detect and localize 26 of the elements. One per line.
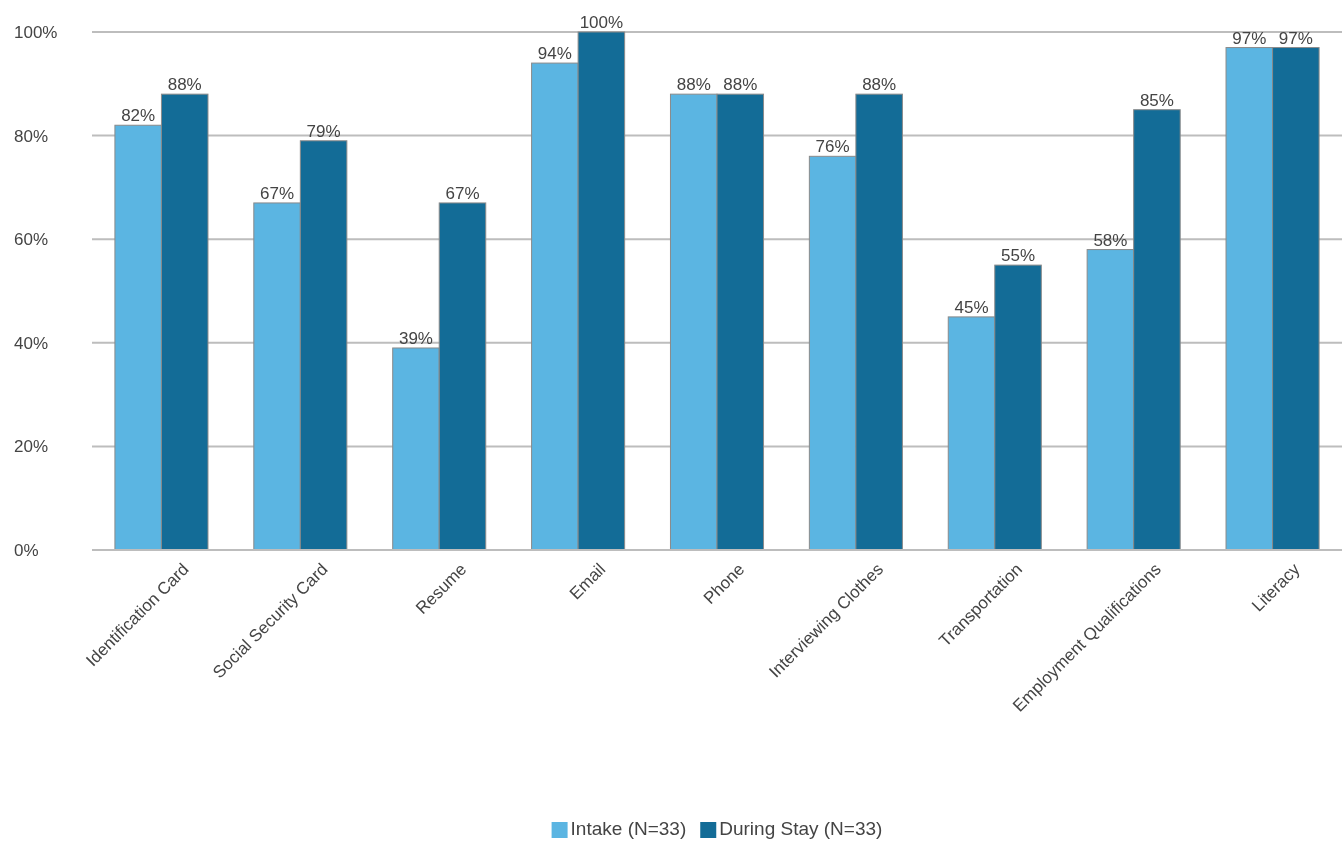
y-tick-label: 40% [14,333,49,353]
y-tick-label: 60% [14,230,49,250]
data-label: 39% [398,328,433,348]
data-label: 79% [306,121,341,141]
data-label: 88% [167,75,202,95]
data-label: 97% [1278,28,1313,48]
data-label: 67% [260,183,295,203]
data-label: 76% [815,137,850,157]
data-label: 88% [723,75,758,95]
y-tick-label: 80% [14,126,49,146]
y-tick-label: 20% [14,437,49,457]
y-tick-label: 0% [14,540,39,560]
data-label: 45% [954,297,989,317]
legend-label: During Stay (N=33) [719,818,883,839]
data-label: 58% [1093,230,1128,250]
data-label: 88% [862,75,897,95]
legend-label: Intake (N=33) [570,818,687,839]
data-label: 88% [676,75,711,95]
data-label: 85% [1139,90,1174,110]
data-label: 100% [579,13,624,32]
data-label: 55% [1001,246,1036,266]
data-label: 94% [537,44,572,64]
data-label: 67% [445,183,480,203]
y-tick-label: 100% [14,22,58,42]
data-label: 97% [1232,28,1267,48]
data-label: 82% [121,106,156,126]
